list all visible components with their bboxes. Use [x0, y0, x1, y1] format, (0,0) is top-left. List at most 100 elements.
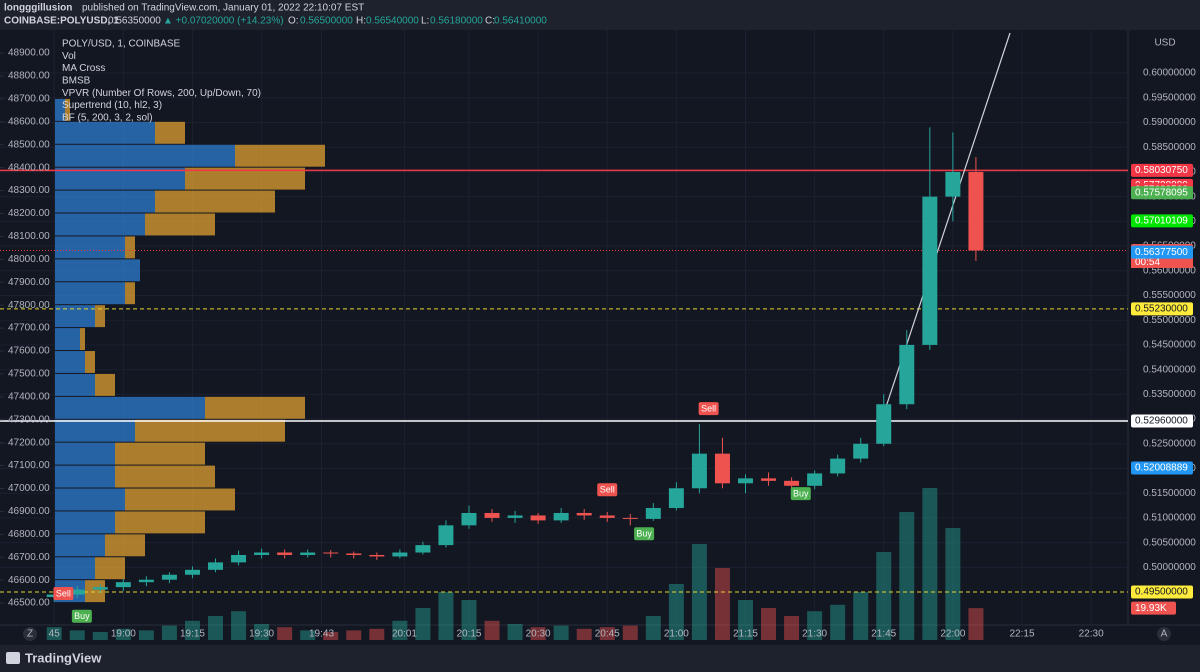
- volume-bar: [645, 616, 661, 640]
- profile-up: [55, 121, 155, 144]
- y2-tick-label: 47000.00: [8, 483, 50, 494]
- candle-body: [530, 515, 546, 521]
- y2-tick-label: 47600.00: [8, 346, 50, 357]
- logo-text: TradingView: [25, 650, 102, 665]
- candle-body: [645, 508, 661, 519]
- profile-up: [55, 488, 125, 511]
- volume-bar: [945, 528, 961, 640]
- footer-bar: [0, 645, 1200, 672]
- volume-bar: [738, 600, 753, 640]
- candle-body: [461, 512, 477, 526]
- volume-bar: [691, 544, 707, 640]
- zoom-button[interactable]: [23, 627, 37, 641]
- candle-body: [714, 453, 730, 484]
- x-tick-label: 21:45: [871, 629, 896, 640]
- candle-body: [507, 515, 523, 518]
- candle-body: [115, 582, 131, 588]
- symbol: COINBASE:POLYUSD, 1: [4, 16, 119, 27]
- candle-body: [807, 473, 823, 486]
- price-tag: [1131, 186, 1193, 200]
- x-tick-label: 21:30: [802, 629, 827, 640]
- y2-tick-label: 46800.00: [8, 529, 50, 540]
- volume-tag: [1131, 601, 1176, 615]
- price-tag: [1131, 214, 1193, 228]
- signal-text: Sell: [600, 485, 615, 495]
- price-tag-label: 0.49500000: [1135, 587, 1188, 598]
- volume-bar: [968, 608, 984, 640]
- price-tag-label: 0.52960000: [1135, 416, 1188, 427]
- y-tick-label: 0.55000000: [1143, 315, 1196, 326]
- volume-bar: [184, 620, 200, 640]
- low-label: L:: [421, 16, 429, 27]
- candle-body: [231, 554, 247, 563]
- profile-down: [125, 488, 235, 511]
- profile-down: [115, 465, 215, 488]
- candle-body: [622, 517, 638, 519]
- profile-up: [55, 213, 145, 236]
- x-tick-label: 21:00: [664, 629, 689, 640]
- x-tick-label: 20:01: [392, 629, 417, 640]
- volume-bar: [208, 616, 224, 640]
- profile-down: [95, 373, 115, 396]
- candle-body: [553, 512, 569, 521]
- candle-body: [138, 579, 154, 583]
- profile-up: [55, 373, 95, 396]
- volume-bar: [92, 632, 108, 640]
- profile-up: [55, 259, 140, 282]
- auto-button[interactable]: [1157, 627, 1171, 641]
- volume-bar: [484, 620, 500, 640]
- candle-body: [968, 171, 984, 251]
- legend-entry: Vol: [62, 51, 76, 62]
- volume-bar: [438, 592, 454, 640]
- profile-up: [55, 98, 65, 121]
- candle-body: [161, 574, 177, 580]
- auto-label[interactable]: A: [1161, 629, 1168, 640]
- grid: [0, 30, 1128, 625]
- volume-bar: [830, 604, 846, 640]
- profile-up: [55, 465, 115, 488]
- price-tag: [1131, 245, 1193, 259]
- logo: TradingView: [6, 650, 102, 665]
- legend-entry: VPVR (Number Of Rows, 200, Up/Down, 70): [62, 88, 261, 99]
- legend-entry: BF (5, 200, 3, 2, sol): [62, 112, 153, 123]
- profile-down: [95, 305, 105, 328]
- candle-body: [438, 525, 454, 546]
- volume-bar: [138, 630, 154, 640]
- profile-down: [145, 213, 215, 236]
- volume-bar: [369, 628, 385, 640]
- profile-up: [55, 511, 115, 534]
- signal-tag: [634, 527, 655, 541]
- y2-tick-label: 46600.00: [8, 575, 50, 586]
- low-value: 0.56180000: [430, 16, 483, 27]
- candle-body: [761, 478, 777, 481]
- signal-tag: [790, 487, 811, 501]
- price-tag-label: 0.58030750: [1135, 165, 1188, 176]
- profile-down: [85, 351, 95, 373]
- countdown-tag: [1131, 257, 1193, 269]
- profile-up: [55, 236, 125, 259]
- candle-body: [323, 552, 339, 554]
- profile-down: [80, 328, 85, 351]
- y-tick-label: 0.55500000: [1143, 290, 1196, 301]
- candle-body: [945, 171, 961, 197]
- zoom-label[interactable]: Z: [27, 629, 33, 640]
- candle-body: [691, 453, 707, 489]
- candle-body: [392, 552, 408, 557]
- candle-body: [415, 545, 431, 553]
- profile-down: [115, 442, 205, 465]
- countdown: 00:54: [1135, 257, 1160, 268]
- signal-tag: [71, 609, 92, 623]
- y-tick-label: 0.50000000: [1143, 562, 1196, 573]
- profile-down: [185, 167, 305, 190]
- volume-bar: [231, 611, 247, 640]
- x-tick-label: 19:30: [249, 629, 274, 640]
- price-tag: [1131, 414, 1193, 428]
- profile-up: [55, 328, 80, 351]
- y2-tick-label: 46500.00: [8, 598, 50, 609]
- candle-body: [738, 478, 753, 484]
- profile-down: [125, 236, 135, 259]
- candle-body: [853, 443, 869, 459]
- signal-tag: [698, 402, 719, 416]
- volume-bar: [784, 616, 800, 640]
